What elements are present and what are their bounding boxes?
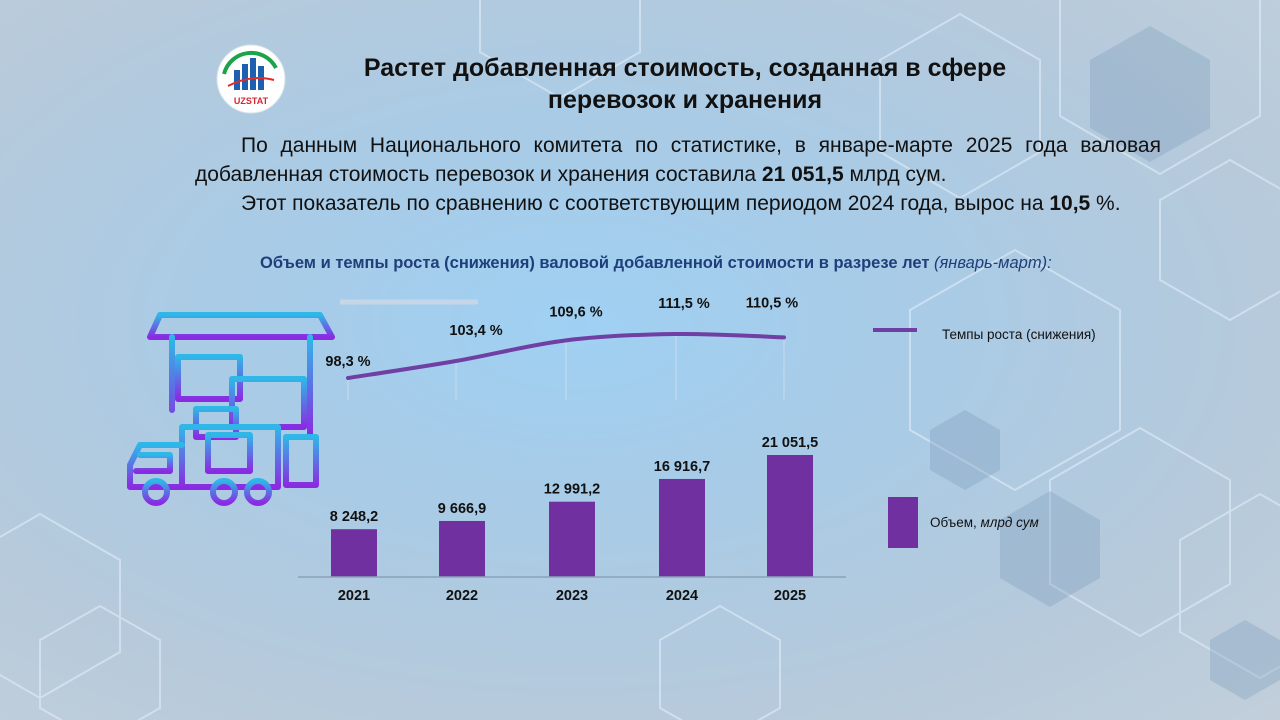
category-label-2023: 2023 bbox=[556, 588, 588, 604]
logo-text: UZSTAT bbox=[234, 96, 269, 106]
category-label-2025: 2025 bbox=[774, 588, 806, 604]
legend-bar-swatch bbox=[888, 497, 918, 548]
legend-bar-label: Объем, млрд сум bbox=[930, 515, 1039, 530]
rate-label-2021: 98,3 % bbox=[325, 354, 370, 370]
rate-label-2022: 103,4 % bbox=[449, 323, 502, 339]
bar-label-2022: 9 666,9 bbox=[438, 501, 486, 517]
bar-2021 bbox=[331, 529, 377, 577]
bar-2023 bbox=[549, 501, 595, 577]
bar-2024 bbox=[659, 478, 705, 577]
growth-rate-line bbox=[346, 331, 786, 380]
rate-label-2024: 111,5 % bbox=[658, 296, 710, 312]
bar-label-2024: 16 916,7 bbox=[654, 459, 710, 475]
category-label-2024: 2024 bbox=[666, 588, 698, 604]
paragraph-1: По данным Национального комитета по стат… bbox=[195, 134, 1161, 186]
bar-2025 bbox=[767, 455, 813, 577]
legend-line-label: Темпы роста (снижения) bbox=[942, 327, 1096, 342]
bar-label-2023: 12 991,2 bbox=[544, 482, 600, 498]
bar-2022 bbox=[439, 520, 485, 577]
uzstat-logo: UZSTAT bbox=[214, 44, 288, 114]
category-label-2021: 2021 bbox=[338, 588, 370, 604]
bar-label-2021: 8 248,2 bbox=[330, 509, 378, 525]
rate-label-2023: 109,6 % bbox=[549, 304, 602, 320]
line-dropdowns bbox=[347, 334, 785, 400]
chart-title: Объем и темпы роста (снижения) валовой д… bbox=[260, 254, 1052, 272]
category-label-2022: 2022 bbox=[446, 588, 478, 604]
page-title: Растет добавленная стоимость, созданная … bbox=[363, 54, 1007, 114]
rate-label-2025: 110,5 % bbox=[746, 295, 799, 311]
bar-label-2025: 21 051,5 bbox=[762, 435, 818, 451]
truck-boxes-icon bbox=[127, 312, 335, 506]
paragraph-2: Этот показатель по сравнению с соответст… bbox=[241, 192, 1121, 215]
